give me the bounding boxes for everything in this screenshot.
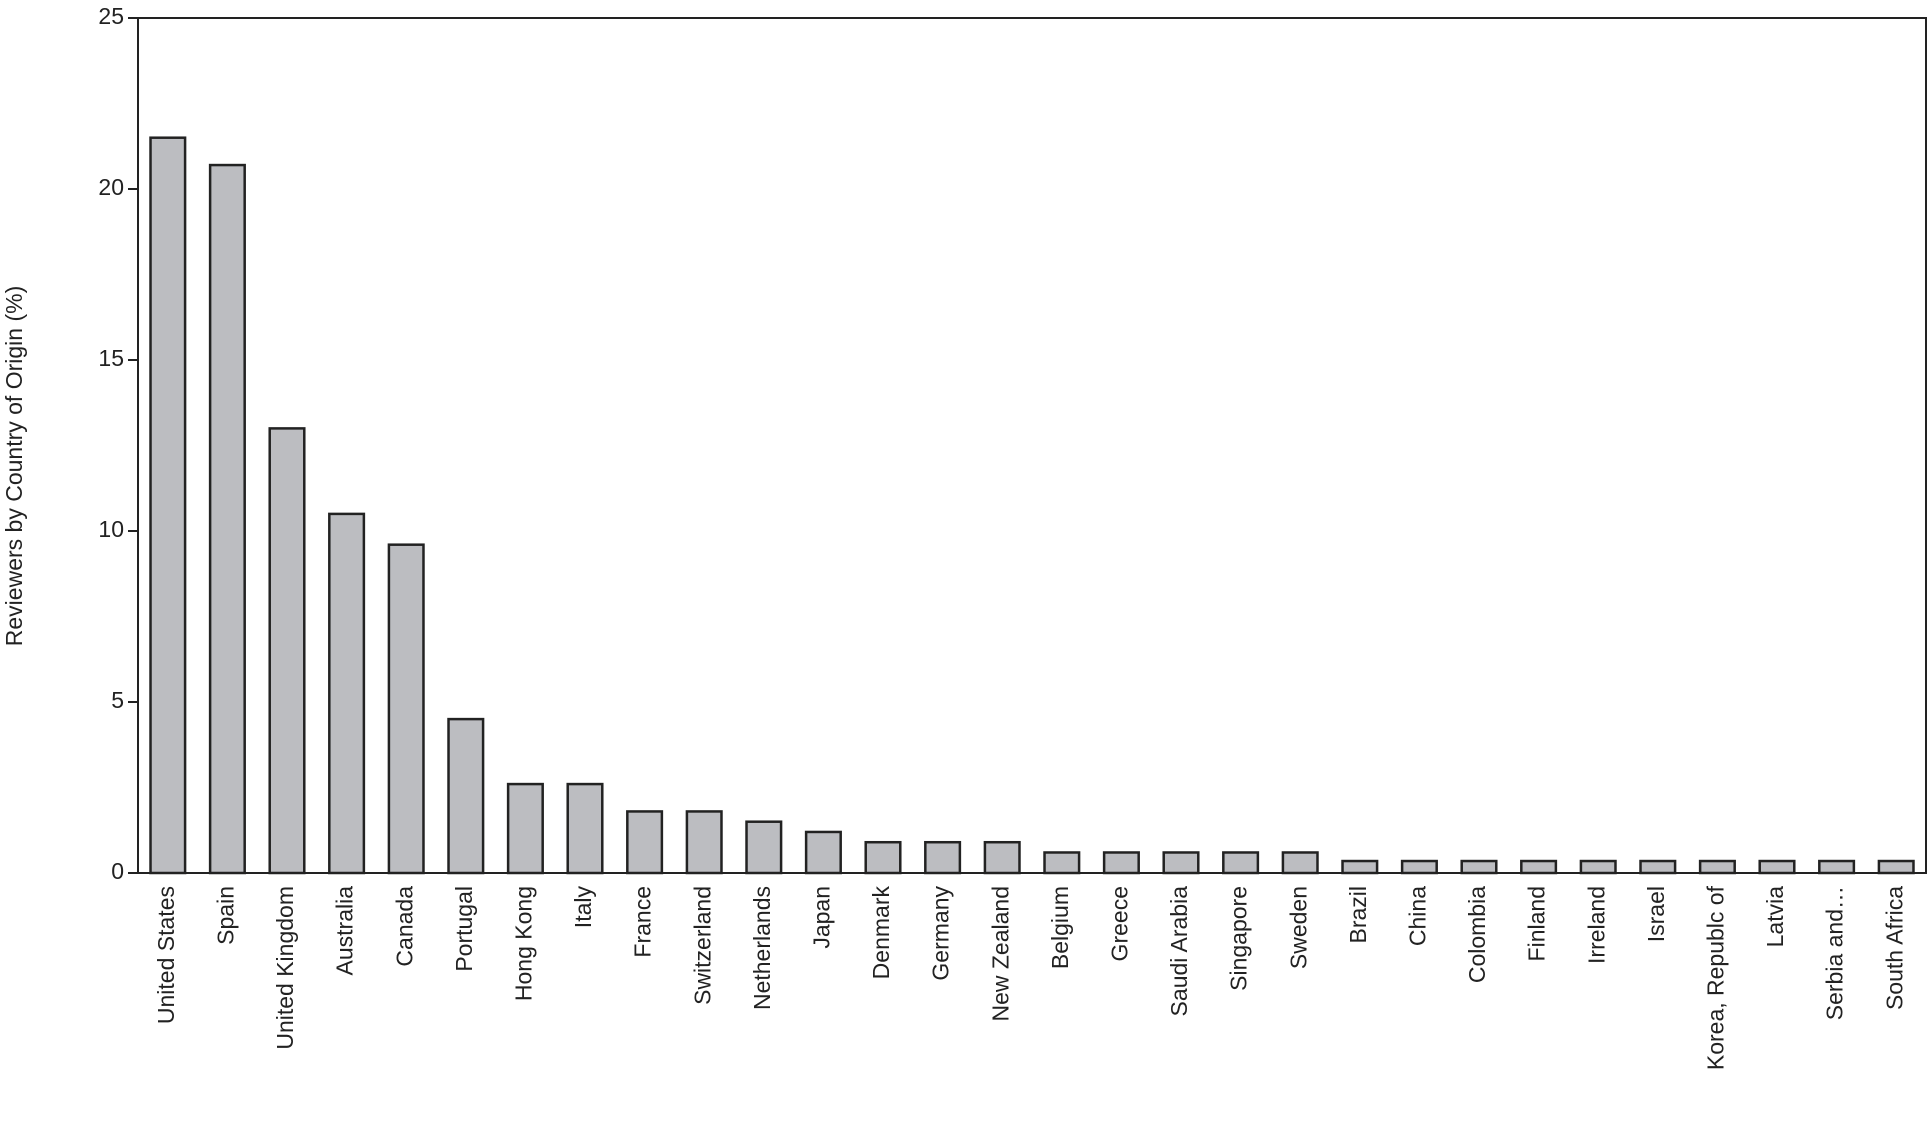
x-tick-label: Brazil: [1345, 886, 1371, 944]
bar: [685, 810, 723, 875]
x-tick-label: Sweden: [1285, 886, 1311, 969]
y-tick-label: 15: [98, 345, 124, 371]
y-axis-label: Reviewers by Country of Origin (%): [1, 286, 27, 646]
x-tick-label: Denmark: [868, 886, 894, 980]
bar: [1818, 859, 1856, 875]
x-tick-label: Greece: [1106, 886, 1132, 961]
x-tick-label: Netherlands: [749, 886, 775, 1010]
x-tick-label: South Africa: [1881, 886, 1907, 1010]
bar: [268, 427, 306, 875]
x-tick-label: Korea, Republc of: [1702, 885, 1728, 1070]
y-tick-label: 5: [111, 687, 124, 713]
x-tick-label: Singapore: [1226, 886, 1252, 991]
x-tick-label: Switzerland: [689, 886, 715, 1005]
y-tick-label: 0: [111, 858, 124, 884]
x-tick-label: Belgium: [1047, 886, 1073, 969]
x-tick-label: Saudi Arabia: [1166, 886, 1192, 1017]
x-tick-label: Colombia: [1464, 886, 1490, 983]
x-tick-label: Hong Kong: [510, 886, 536, 1001]
x-tick-label: United Kingdom: [272, 886, 298, 1050]
x-tick-label: Italy: [570, 886, 596, 929]
x-tick-label: Japan: [808, 886, 834, 949]
bar: [566, 782, 604, 875]
y-tick-label: 10: [98, 516, 124, 542]
x-tick-label: China: [1404, 886, 1430, 946]
bar: [1341, 859, 1379, 875]
x-tick-label: United States: [153, 886, 179, 1024]
bar: [1043, 851, 1081, 875]
x-tick-label: Serbia and…: [1822, 886, 1848, 1020]
plot-frame: [137, 17, 1927, 874]
y-tick-label: 20: [98, 174, 124, 200]
x-tick-label: Finland: [1524, 886, 1550, 961]
x-tick-label: Canada: [391, 886, 417, 967]
bar: [387, 543, 425, 875]
bar: [804, 830, 842, 875]
bar: [506, 782, 544, 875]
bar: [745, 820, 783, 875]
x-tick-label: Portugal: [451, 886, 477, 972]
x-tick-label: Germany: [928, 886, 954, 981]
bar: [864, 840, 902, 875]
bar: [983, 840, 1021, 875]
bar: [1877, 859, 1915, 875]
bar: [149, 136, 187, 875]
bar: [447, 717, 485, 875]
bar: [1758, 859, 1796, 875]
x-tick-label: Spain: [212, 886, 238, 945]
x-tick-label: New Zealand: [987, 886, 1013, 1022]
x-tick-label: France: [630, 886, 656, 958]
x-tick-label: Israel: [1643, 886, 1669, 942]
bar: [1579, 859, 1617, 875]
bar: [1460, 859, 1498, 875]
bar: [1698, 859, 1736, 875]
bar: [208, 163, 246, 875]
bar: [1102, 851, 1140, 875]
bar: [328, 512, 366, 875]
bar: [1281, 851, 1319, 875]
bar: [1222, 851, 1260, 875]
bar: [1400, 859, 1438, 875]
bar: [1639, 859, 1677, 875]
x-tick-label: Irreland: [1583, 886, 1609, 964]
x-tick-label: Latvia: [1762, 886, 1788, 948]
bar: [1520, 859, 1558, 875]
bar: [1162, 851, 1200, 875]
x-tick-label: Australia: [332, 886, 358, 976]
bar: [924, 840, 962, 875]
y-tick-label: 25: [98, 3, 124, 29]
bar: [626, 810, 664, 875]
